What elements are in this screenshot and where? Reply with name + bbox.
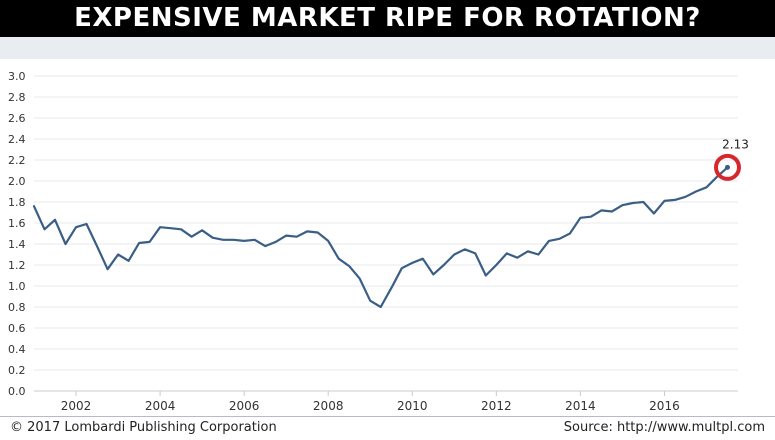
copyright-text: © 2017 Lombardi Publishing Corporation [10, 420, 277, 435]
title-banner: EXPENSIVE MARKET RIPE FOR ROTATION? [0, 0, 775, 37]
y-tick-label: 0.8 [8, 301, 26, 314]
chart-header-bar [0, 37, 775, 59]
x-tick-label: 2014 [565, 399, 596, 413]
x-tick-label: 2006 [229, 399, 260, 413]
y-tick-label: 1.4 [8, 238, 26, 251]
data-point-marker [724, 164, 730, 170]
y-tick-label: 0.6 [8, 322, 26, 335]
highlight-circle [713, 153, 741, 181]
line-chart: 0.0 0.2 0.4 0.6 0.8 1.0 1.2 1.4 1.6 1.8 2.0 2.2 2.4 2… [8, 70, 749, 413]
y-tick-label: 0.2 [8, 364, 26, 377]
y-tick-label: 2.2 [8, 154, 26, 167]
source-text: Source: http://www.multpl.com [563, 420, 765, 435]
x-tick-label: 2004 [145, 399, 176, 413]
y-tick-label: 2.8 [8, 91, 26, 104]
y-tick-label: 1.8 [8, 196, 26, 209]
y-tick-label: 3.0 [8, 70, 26, 83]
x-tick-label: 2012 [481, 399, 512, 413]
series-line [32, 166, 729, 309]
footer: © 2017 Lombardi Publishing Corporation S… [0, 416, 775, 440]
annotation-label: 2.13 [722, 137, 749, 151]
y-tick-label: 0.0 [8, 385, 26, 398]
y-tick-label: 0.4 [8, 343, 26, 356]
x-tick-label: 2008 [313, 399, 344, 413]
y-tick-label: 2.6 [8, 112, 26, 125]
footer-divider [0, 416, 775, 417]
y-tick-label: 2.4 [8, 133, 26, 146]
y-tick-label: 1.2 [8, 259, 26, 272]
x-axis: 2002 2004 2006 2008 2010 2012 2014 2016 [61, 391, 680, 413]
y-tick-label: 2.0 [8, 175, 26, 188]
y-tick-label: 1.6 [8, 217, 26, 230]
x-tick-label: 2002 [61, 399, 92, 413]
y-axis: 0.0 0.2 0.4 0.6 0.8 1.0 1.2 1.4 1.6 1.8 2.0 2.2 2.4 2… [8, 70, 26, 398]
x-tick-label: 2010 [397, 399, 428, 413]
series-group [32, 166, 729, 309]
x-tick-label: 2016 [649, 399, 680, 413]
grid-lines [34, 75, 738, 392]
y-tick-label: 1.0 [8, 280, 26, 293]
banner-title: EXPENSIVE MARKET RIPE FOR ROTATION? [74, 3, 701, 33]
annotations: 2.13 [713, 137, 749, 181]
